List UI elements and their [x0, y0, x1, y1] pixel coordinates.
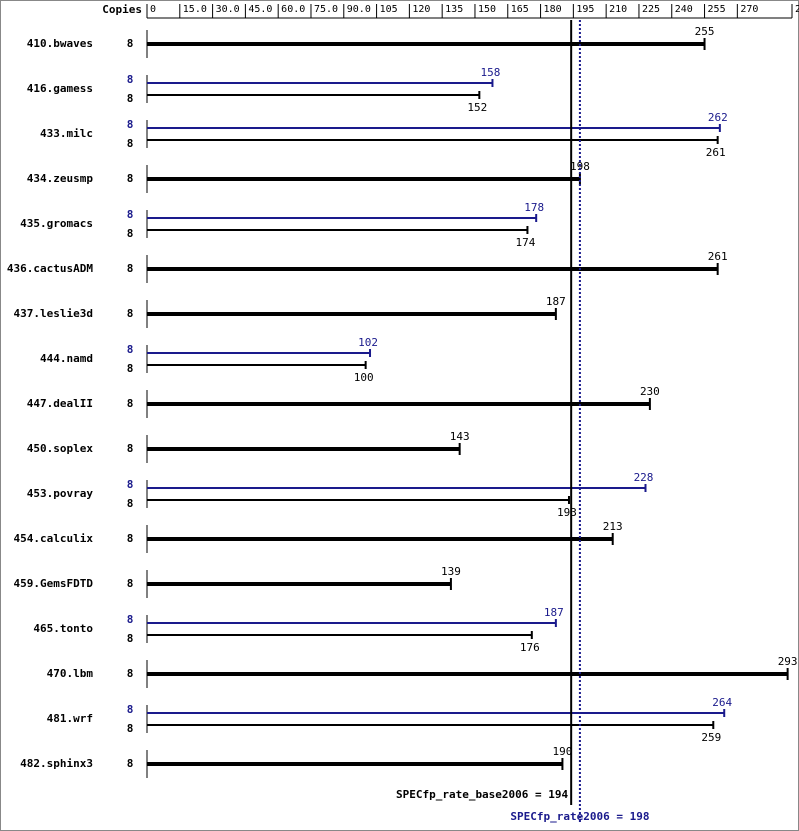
x-tick-label: 295	[795, 4, 799, 15]
base-value-label: 193	[557, 506, 577, 519]
copies-label: 8	[127, 137, 134, 150]
value-label: 230	[640, 385, 660, 398]
peak-value-label: 262	[708, 111, 728, 124]
value-label: 198	[570, 160, 590, 173]
value-label: 255	[695, 25, 715, 38]
x-tick-label: 225	[642, 4, 660, 15]
benchmark-label: 435.gromacs	[20, 217, 93, 230]
base-value-label: 176	[520, 641, 540, 654]
x-tick-label: 210	[609, 4, 627, 15]
x-tick-label: 15.0	[183, 4, 207, 15]
copies-label: 8	[127, 577, 134, 590]
x-tick-label: 30.0	[216, 4, 240, 15]
x-tick-label: 180	[544, 4, 562, 15]
copies-label: 8	[127, 37, 134, 50]
copies-label: 8	[127, 208, 134, 221]
copies-label: 8	[127, 172, 134, 185]
benchmark-label: 447.dealII	[27, 397, 93, 410]
x-tick-label: 60.0	[281, 4, 305, 15]
value-label: 139	[441, 565, 461, 578]
benchmark-label: 416.gamess	[27, 82, 93, 95]
copies-label: 8	[127, 118, 134, 131]
copies-label: 8	[127, 757, 134, 770]
peak-summary-label: SPECfp_rate2006 = 198	[510, 810, 649, 823]
copies-label: 8	[127, 92, 134, 105]
copies-label: 8	[127, 362, 134, 375]
x-tick-label: 150	[478, 4, 496, 15]
value-label: 190	[552, 745, 572, 758]
copies-label: 8	[127, 442, 134, 455]
base-value-label: 259	[701, 731, 721, 744]
value-label: 213	[603, 520, 623, 533]
peak-value-label: 178	[524, 201, 544, 214]
base-value-label: 100	[354, 371, 374, 384]
x-tick-label: 45.0	[248, 4, 272, 15]
x-tick-label: 240	[675, 4, 693, 15]
copies-label: 8	[127, 397, 134, 410]
peak-value-label: 187	[544, 606, 564, 619]
benchmark-label: 437.leslie3d	[14, 307, 93, 320]
benchmark-label: 410.bwaves	[27, 37, 93, 50]
copies-label: 8	[127, 722, 134, 735]
x-tick-label: 90.0	[347, 4, 371, 15]
copies-label: 8	[127, 307, 134, 320]
copies-label: 8	[127, 532, 134, 545]
x-tick-label: 255	[708, 4, 726, 15]
x-tick-label: 165	[511, 4, 529, 15]
x-tick-label: 75.0	[314, 4, 338, 15]
benchmark-label: 436.cactusADM	[7, 262, 93, 275]
copies-label: 8	[127, 703, 134, 716]
copies-label: 8	[127, 632, 134, 645]
benchmark-label: 444.namd	[40, 352, 93, 365]
value-label: 293	[778, 655, 798, 668]
benchmark-label: 482.sphinx3	[20, 757, 93, 770]
peak-value-label: 228	[634, 471, 654, 484]
value-label: 187	[546, 295, 566, 308]
base-summary-label: SPECfp_rate_base2006 = 194	[396, 788, 569, 801]
benchmark-label: 454.calculix	[14, 532, 94, 545]
benchmark-label: 434.zeusmp	[27, 172, 94, 185]
copies-label: 8	[127, 262, 134, 275]
benchmark-label: 453.povray	[27, 487, 94, 500]
benchmark-label: 433.milc	[40, 127, 93, 140]
value-label: 261	[708, 250, 728, 263]
copies-label: 8	[127, 667, 134, 680]
copies-header: Copies	[102, 3, 142, 16]
copies-label: 8	[127, 478, 134, 491]
peak-value-label: 264	[712, 696, 732, 709]
copies-label: 8	[127, 227, 134, 240]
benchmark-label: 450.soplex	[27, 442, 94, 455]
benchmark-label: 481.wrf	[47, 712, 93, 725]
base-value-label: 174	[516, 236, 536, 249]
base-value-label: 152	[467, 101, 487, 114]
copies-label: 8	[127, 343, 134, 356]
x-tick-label: 105	[380, 4, 398, 15]
copies-label: 8	[127, 613, 134, 626]
x-tick-label: 120	[412, 4, 430, 15]
peak-value-label: 158	[481, 66, 501, 79]
copies-label: 8	[127, 73, 134, 86]
x-tick-label: 135	[445, 4, 463, 15]
benchmark-label: 459.GemsFDTD	[14, 577, 94, 590]
peak-value-label: 102	[358, 336, 378, 349]
benchmark-label: 470.lbm	[47, 667, 94, 680]
x-tick-label: 270	[740, 4, 758, 15]
copies-label: 8	[127, 497, 134, 510]
benchmark-label: 465.tonto	[33, 622, 93, 635]
value-label: 143	[450, 430, 470, 443]
base-value-label: 261	[706, 146, 726, 159]
x-tick-label: 0	[150, 4, 156, 15]
x-tick-label: 195	[576, 4, 594, 15]
